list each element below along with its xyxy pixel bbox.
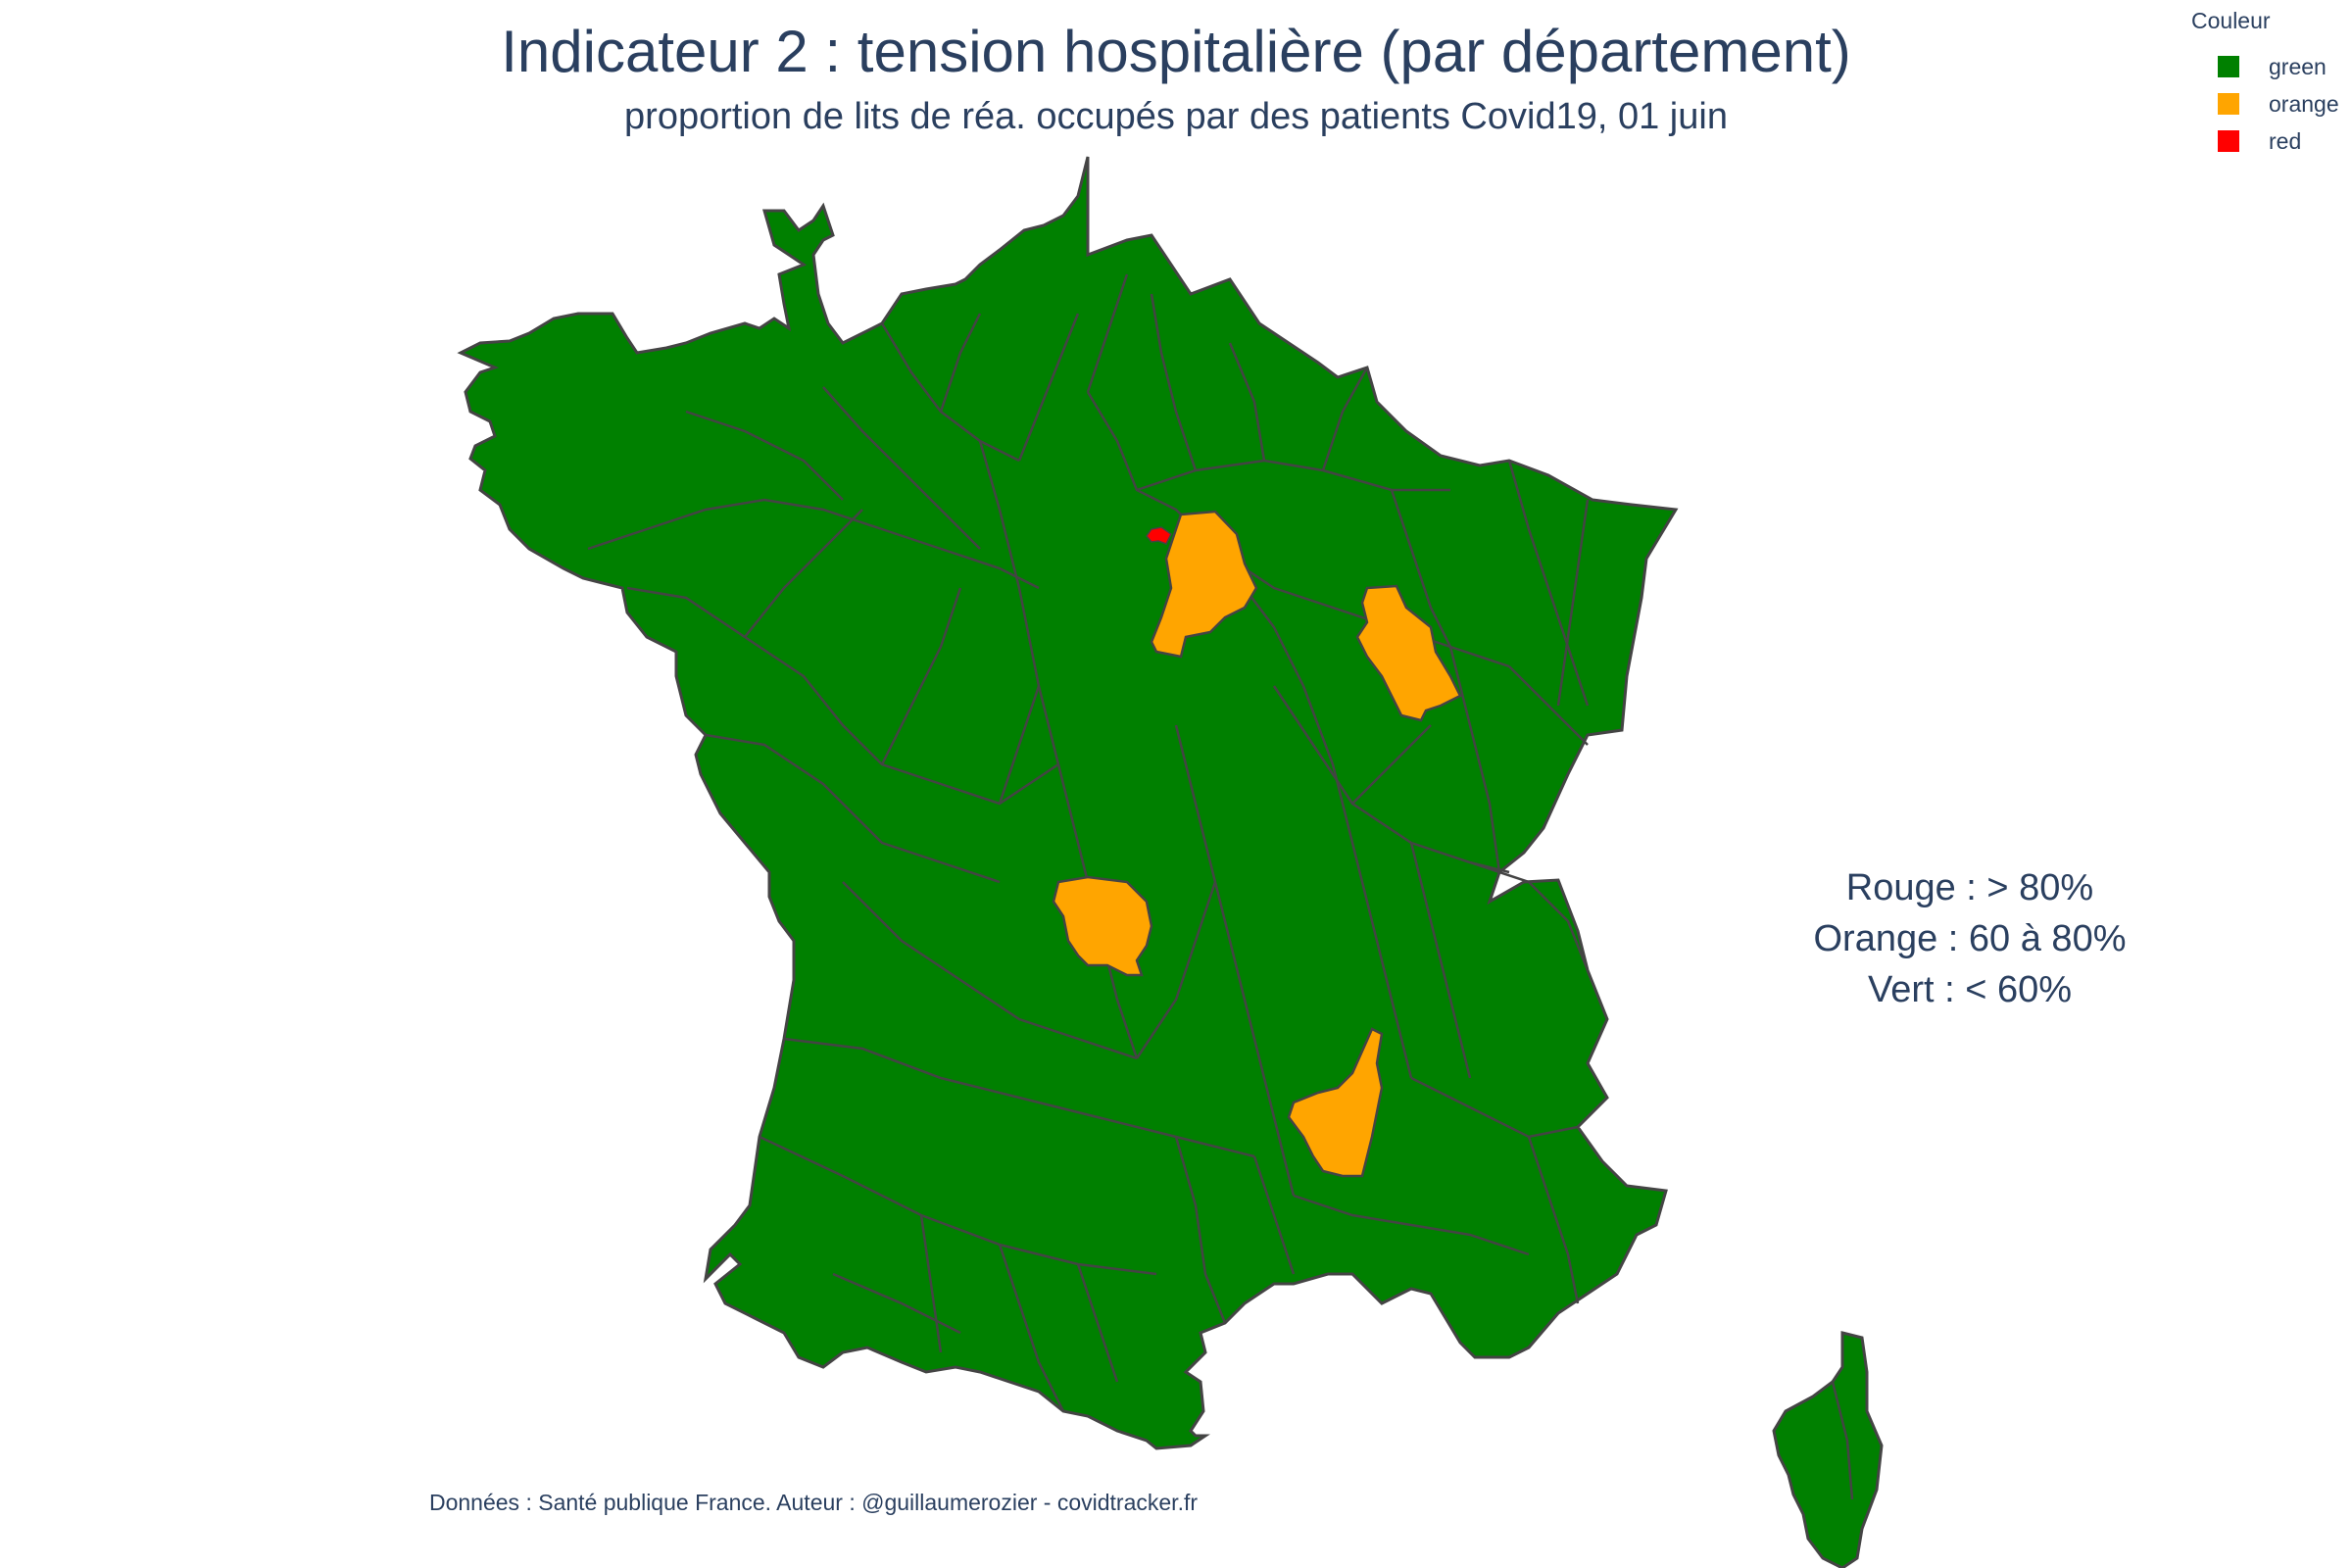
legend-swatch-red bbox=[2218, 130, 2239, 152]
legend-title: Couleur bbox=[2191, 8, 2271, 33]
department-creuse[interactable] bbox=[1052, 875, 1153, 977]
legend-swatch-green bbox=[2218, 56, 2239, 77]
legend-label-green: green bbox=[2269, 53, 2327, 79]
department-paris[interactable] bbox=[1146, 526, 1172, 545]
threshold-orange: Orange : 60 à 80% bbox=[1813, 918, 2127, 959]
legend-item-green[interactable]: green bbox=[2191, 48, 2348, 85]
map-subtitle: proportion de lits de réa. occupés par d… bbox=[624, 96, 1728, 137]
corsica[interactable] bbox=[1772, 1331, 1884, 1568]
threshold-vert: Vert : < 60% bbox=[1867, 969, 2073, 1010]
legend: Couleur green orange red bbox=[2191, 8, 2348, 160]
map-title: Indicateur 2 : tension hospitalière (par… bbox=[501, 19, 1851, 84]
legend-item-orange[interactable]: orange bbox=[2191, 85, 2348, 122]
department-haute-marne[interactable] bbox=[1355, 584, 1462, 722]
department-seine-et-marne[interactable] bbox=[1150, 510, 1258, 659]
department-ardeche[interactable] bbox=[1287, 1027, 1384, 1178]
legend-item-red[interactable]: red bbox=[2191, 122, 2348, 160]
source-credit: Données : Santé publique France. Auteur … bbox=[428, 1490, 1199, 1515]
threshold-rouge: Rouge : > 80% bbox=[1845, 867, 2094, 908]
legend-swatch-orange bbox=[2218, 93, 2239, 115]
legend-label-red: red bbox=[2269, 127, 2302, 154]
threshold-annotation: Rouge : > 80% Orange : 60 à 80% Vert : <… bbox=[1735, 862, 2205, 1015]
legend-label-orange: orange bbox=[2269, 90, 2339, 117]
